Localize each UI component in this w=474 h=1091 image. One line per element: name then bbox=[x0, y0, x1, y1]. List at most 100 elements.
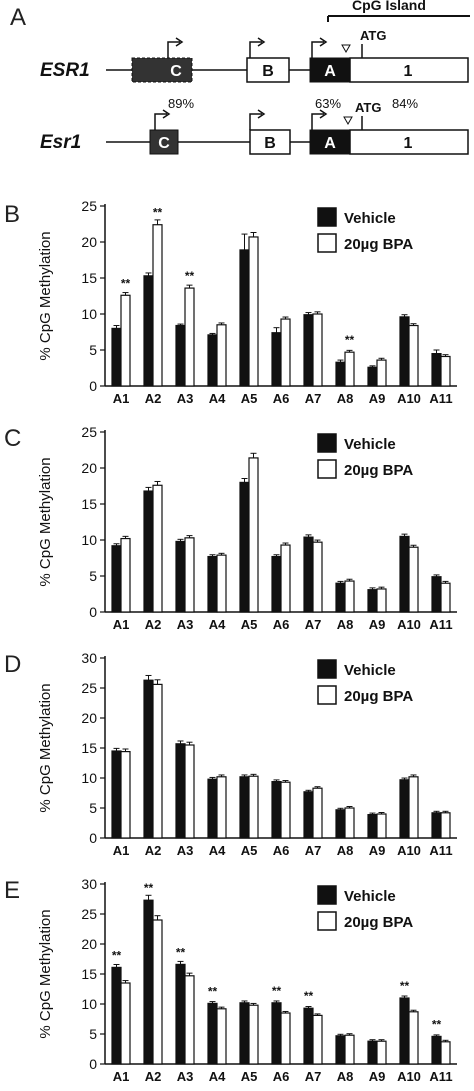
bar-bpa bbox=[280, 318, 291, 387]
bar-vehicle bbox=[207, 778, 218, 839]
legend-swatch bbox=[317, 459, 337, 479]
legend-label: 20µg BPA bbox=[344, 688, 413, 705]
bar-vehicle bbox=[335, 1035, 346, 1065]
atg-triangle-mouse bbox=[343, 116, 353, 126]
x-tick-label: A1 bbox=[113, 391, 130, 406]
bar-bpa bbox=[312, 787, 323, 839]
x-tick-label: A9 bbox=[369, 617, 386, 632]
bar-bpa bbox=[120, 750, 131, 839]
bar-bpa bbox=[120, 537, 131, 613]
y-tick-label: 30 bbox=[81, 650, 97, 666]
tss-arrow-a-mouse bbox=[311, 109, 328, 130]
y-tick-label: 10 bbox=[81, 996, 97, 1012]
bar-vehicle bbox=[303, 314, 314, 387]
bar-vehicle bbox=[271, 332, 282, 387]
y-tick-label: 0 bbox=[89, 604, 97, 620]
bar-bpa bbox=[344, 1034, 355, 1065]
identity-pct-c: 89% bbox=[168, 96, 194, 111]
exon-a-label-mouse: A bbox=[324, 135, 336, 152]
bar-vehicle bbox=[111, 750, 122, 839]
legend-label: Vehicle bbox=[344, 662, 396, 679]
bar-vehicle bbox=[271, 780, 282, 839]
bar-bpa bbox=[216, 554, 227, 613]
bar-vehicle bbox=[239, 776, 250, 839]
panel-letter: B bbox=[4, 201, 20, 228]
bar-vehicle bbox=[431, 1035, 442, 1065]
tss-arrow-a-human bbox=[311, 37, 328, 58]
chart-panel-b: B % CpG Methylation 0 5 10 15 20 25 A1 ** A2 ** A3 **… bbox=[4, 198, 457, 406]
tss-arrow-c-human bbox=[167, 37, 184, 58]
bar-bpa bbox=[216, 1008, 227, 1065]
x-tick-label: A11 bbox=[429, 843, 452, 858]
legend-label: Vehicle bbox=[344, 436, 396, 453]
bar-vehicle bbox=[175, 540, 186, 613]
chart-panel-d: D % CpG Methylation 0 5 10 15 20 25 30 A1 A2 A3 A4 A5… bbox=[4, 650, 457, 858]
x-tick-label: A7 bbox=[305, 843, 322, 858]
bar-bpa bbox=[216, 776, 227, 839]
bar-vehicle bbox=[335, 361, 346, 387]
bar-bpa bbox=[376, 359, 387, 387]
bar-vehicle bbox=[367, 1040, 378, 1065]
bar-bpa bbox=[248, 457, 259, 613]
bar-vehicle bbox=[207, 334, 218, 387]
bar-bpa bbox=[408, 324, 419, 387]
bar-bpa bbox=[312, 313, 323, 387]
bar-bpa bbox=[376, 1040, 387, 1065]
legend-swatch bbox=[317, 659, 337, 679]
exon-a-label-human: A bbox=[324, 63, 336, 80]
x-tick-label: A2 bbox=[145, 391, 162, 406]
bar-bpa bbox=[440, 355, 451, 387]
exon-1-human bbox=[349, 57, 469, 83]
y-tick-label: 20 bbox=[81, 710, 97, 726]
x-tick-label: A9 bbox=[369, 1069, 386, 1084]
bar-bpa bbox=[408, 776, 419, 839]
legend-swatch bbox=[317, 911, 337, 931]
exon-b-label-human: B bbox=[262, 63, 274, 80]
y-tick-label: 10 bbox=[81, 306, 97, 322]
x-tick-label: A8 bbox=[337, 1069, 354, 1084]
significance-marker: ** bbox=[144, 881, 154, 895]
exon-c-mouse bbox=[149, 129, 179, 155]
x-tick-label: A6 bbox=[273, 391, 290, 406]
bar-vehicle bbox=[335, 809, 346, 839]
bar-bpa bbox=[248, 1004, 259, 1065]
bar-bpa bbox=[376, 813, 387, 839]
bar-vehicle bbox=[143, 899, 154, 1065]
bar-bpa bbox=[152, 224, 163, 387]
legend-label: Vehicle bbox=[344, 210, 396, 227]
y-tick-label: 5 bbox=[89, 1026, 97, 1042]
bar-vehicle bbox=[303, 1007, 314, 1065]
legend-swatch bbox=[317, 433, 337, 453]
bar-vehicle bbox=[399, 535, 410, 613]
exon-b-mouse bbox=[249, 129, 291, 155]
cpg-island-label: CpG Island bbox=[352, 0, 426, 13]
identity-pct-1: 84% bbox=[392, 96, 418, 111]
bar-bpa bbox=[216, 324, 227, 387]
bar-vehicle bbox=[175, 963, 186, 1065]
exon-b-human bbox=[246, 57, 290, 83]
significance-marker: ** bbox=[208, 984, 218, 998]
y-tick-label: 25 bbox=[81, 198, 97, 214]
x-tick-label: A10 bbox=[397, 843, 421, 858]
x-tick-label: A11 bbox=[429, 1069, 452, 1084]
bar-bpa bbox=[120, 294, 131, 387]
gene-diagram: A CpG Island ESR1 C B A 1 ATG Esr1 C B A… bbox=[10, 0, 470, 155]
bar-bpa bbox=[152, 683, 163, 839]
bar-bpa bbox=[184, 975, 195, 1065]
x-tick-label: A6 bbox=[273, 617, 290, 632]
panel-letter-a: A bbox=[10, 4, 26, 31]
y-tick-label: 5 bbox=[89, 800, 97, 816]
exon-c-label-human: C bbox=[170, 63, 182, 80]
bar-vehicle bbox=[431, 353, 442, 387]
y-tick-label: 20 bbox=[81, 460, 97, 476]
legend-swatch bbox=[317, 233, 337, 253]
significance-marker: ** bbox=[185, 269, 195, 283]
exon-1-mouse bbox=[349, 129, 469, 155]
x-tick-label: A9 bbox=[369, 391, 386, 406]
bar-bpa bbox=[152, 484, 163, 613]
panel-letter: D bbox=[4, 651, 21, 678]
bar-bpa bbox=[184, 287, 195, 387]
exon-b-label-mouse: B bbox=[264, 135, 276, 152]
significance-marker: ** bbox=[121, 276, 131, 290]
bar-bpa bbox=[248, 236, 259, 387]
